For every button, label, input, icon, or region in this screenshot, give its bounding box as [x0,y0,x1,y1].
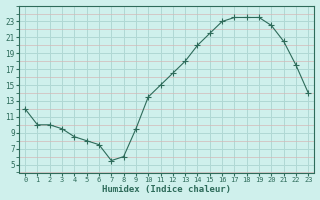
X-axis label: Humidex (Indice chaleur): Humidex (Indice chaleur) [102,185,231,194]
